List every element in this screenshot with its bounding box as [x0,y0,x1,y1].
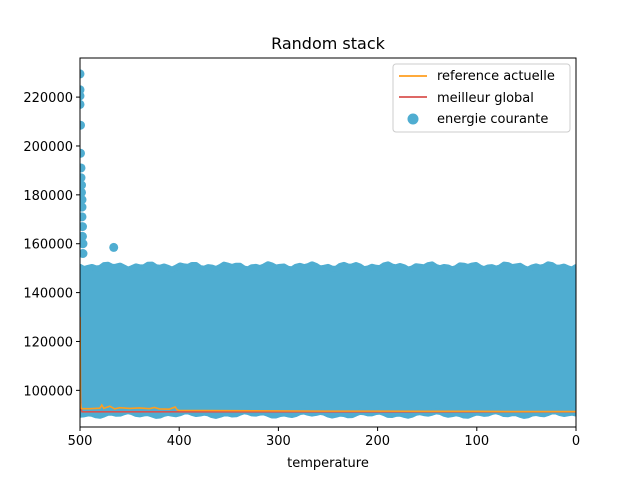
legend-swatch-energie-courante [407,113,419,125]
y-tick-label: 200000 [23,140,73,155]
y-tick-label: 160000 [23,238,73,253]
energie-courante-band [80,261,576,419]
axes-frame [79,57,577,428]
energie-courante-point [80,239,88,249]
y-tick-label: 220000 [23,91,73,106]
legend: reference actuelle meilleur global energ… [392,63,571,133]
energie-courante-point [80,148,85,158]
energie-courante-points [80,69,119,258]
plot-area [79,57,577,428]
energie-courante-dense-region [80,261,576,419]
y-tick-label: 100000 [23,384,73,399]
x-tick-label: 0 [572,434,580,449]
x-tick-label: 100 [464,434,489,449]
y-axis-ticks: 100000 120000 140000 160000 180000 200000 2200… [23,91,80,399]
legend-label-reference-actuelle: reference actuelle [437,69,555,84]
reference-actuelle-line [80,317,576,413]
energie-courante-point [80,195,87,205]
energie-courante-point [80,248,88,258]
energie-courante-point [80,99,85,109]
energie-courante-point [80,173,86,183]
legend-frame [392,63,571,133]
energie-courante-point [80,202,87,212]
energie-courante-point [80,69,85,79]
energie-courante-point [80,187,86,197]
energie-courante-point [80,91,85,101]
y-tick-label: 140000 [23,287,73,302]
energie-courante-point [80,180,86,190]
x-axis-label: temperature [287,456,369,471]
energie-courante-point [80,212,87,222]
x-axis-ticks: 500 400 300 200 100 0 [68,427,580,449]
legend-label-energie-courante: energie courante [437,112,548,127]
y-tick-label: 180000 [23,189,73,204]
energie-courante-point [109,242,119,252]
energie-courante-point [80,222,87,232]
x-tick-label: 300 [266,434,291,449]
x-tick-label: 500 [68,434,93,449]
x-tick-label: 200 [365,434,390,449]
legend-label-meilleur-global: meilleur global [437,91,534,106]
chart-title: Random stack [271,34,386,53]
energie-courante-point [80,231,87,241]
x-tick-label: 400 [167,434,192,449]
energie-courante-point [80,120,85,130]
energie-courante-point [80,163,86,173]
y-tick-label: 120000 [23,335,73,350]
